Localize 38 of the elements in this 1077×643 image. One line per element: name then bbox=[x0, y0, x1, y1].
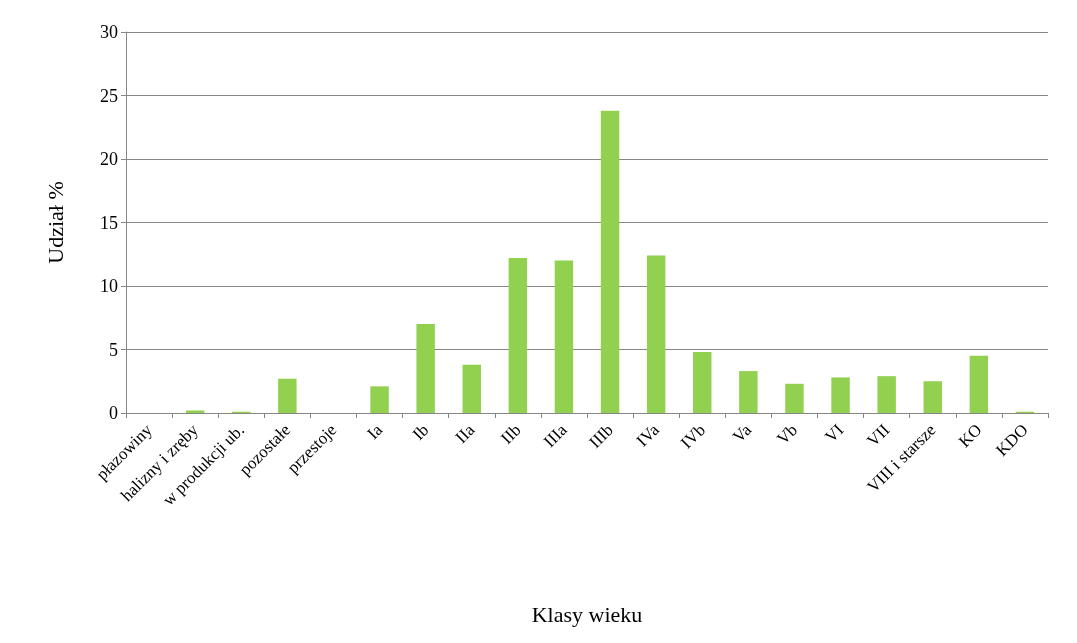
x-tick-label: KO bbox=[954, 420, 986, 452]
bar bbox=[739, 371, 758, 413]
x-tick-label: IVa bbox=[632, 419, 664, 451]
bar bbox=[416, 324, 435, 413]
x-axis-title: Klasy wieku bbox=[531, 601, 643, 627]
x-tick-label: IIIb bbox=[585, 420, 617, 452]
y-tick-label: 10 bbox=[100, 276, 118, 296]
y-tick-label: 0 bbox=[109, 403, 118, 423]
bar bbox=[969, 355, 989, 413]
x-tick-label: VII bbox=[863, 420, 894, 451]
bar bbox=[185, 410, 205, 413]
x-tick-label: Vb bbox=[773, 420, 802, 449]
x-tick-label: Ia bbox=[363, 419, 387, 444]
x-tick-label: IIIa bbox=[539, 419, 571, 452]
bar bbox=[278, 378, 297, 413]
bar bbox=[508, 258, 528, 413]
x-tick-label: IIb bbox=[497, 420, 525, 448]
y-tick-label: 20 bbox=[100, 149, 118, 169]
bar bbox=[923, 381, 942, 413]
bar bbox=[831, 377, 850, 413]
x-tick-label: Va bbox=[728, 419, 756, 447]
bar bbox=[785, 383, 804, 413]
y-tick-label: 15 bbox=[100, 212, 118, 233]
bar bbox=[370, 386, 389, 413]
x-tick-label: Ib bbox=[408, 420, 433, 444]
x-tick-label: IVb bbox=[676, 420, 709, 453]
bar bbox=[877, 376, 896, 413]
bar bbox=[462, 364, 481, 413]
x-tick-label: IIa bbox=[451, 419, 479, 448]
bar bbox=[554, 260, 574, 413]
bar bbox=[646, 255, 666, 413]
x-tick-label: VI bbox=[821, 420, 848, 447]
y-tick-label: 30 bbox=[100, 22, 118, 42]
y-tick-label: 5 bbox=[109, 339, 118, 360]
y-tick-label: 25 bbox=[100, 85, 118, 106]
y-axis-title: Udział % bbox=[42, 181, 68, 264]
bar bbox=[600, 110, 620, 413]
bar bbox=[693, 352, 712, 413]
